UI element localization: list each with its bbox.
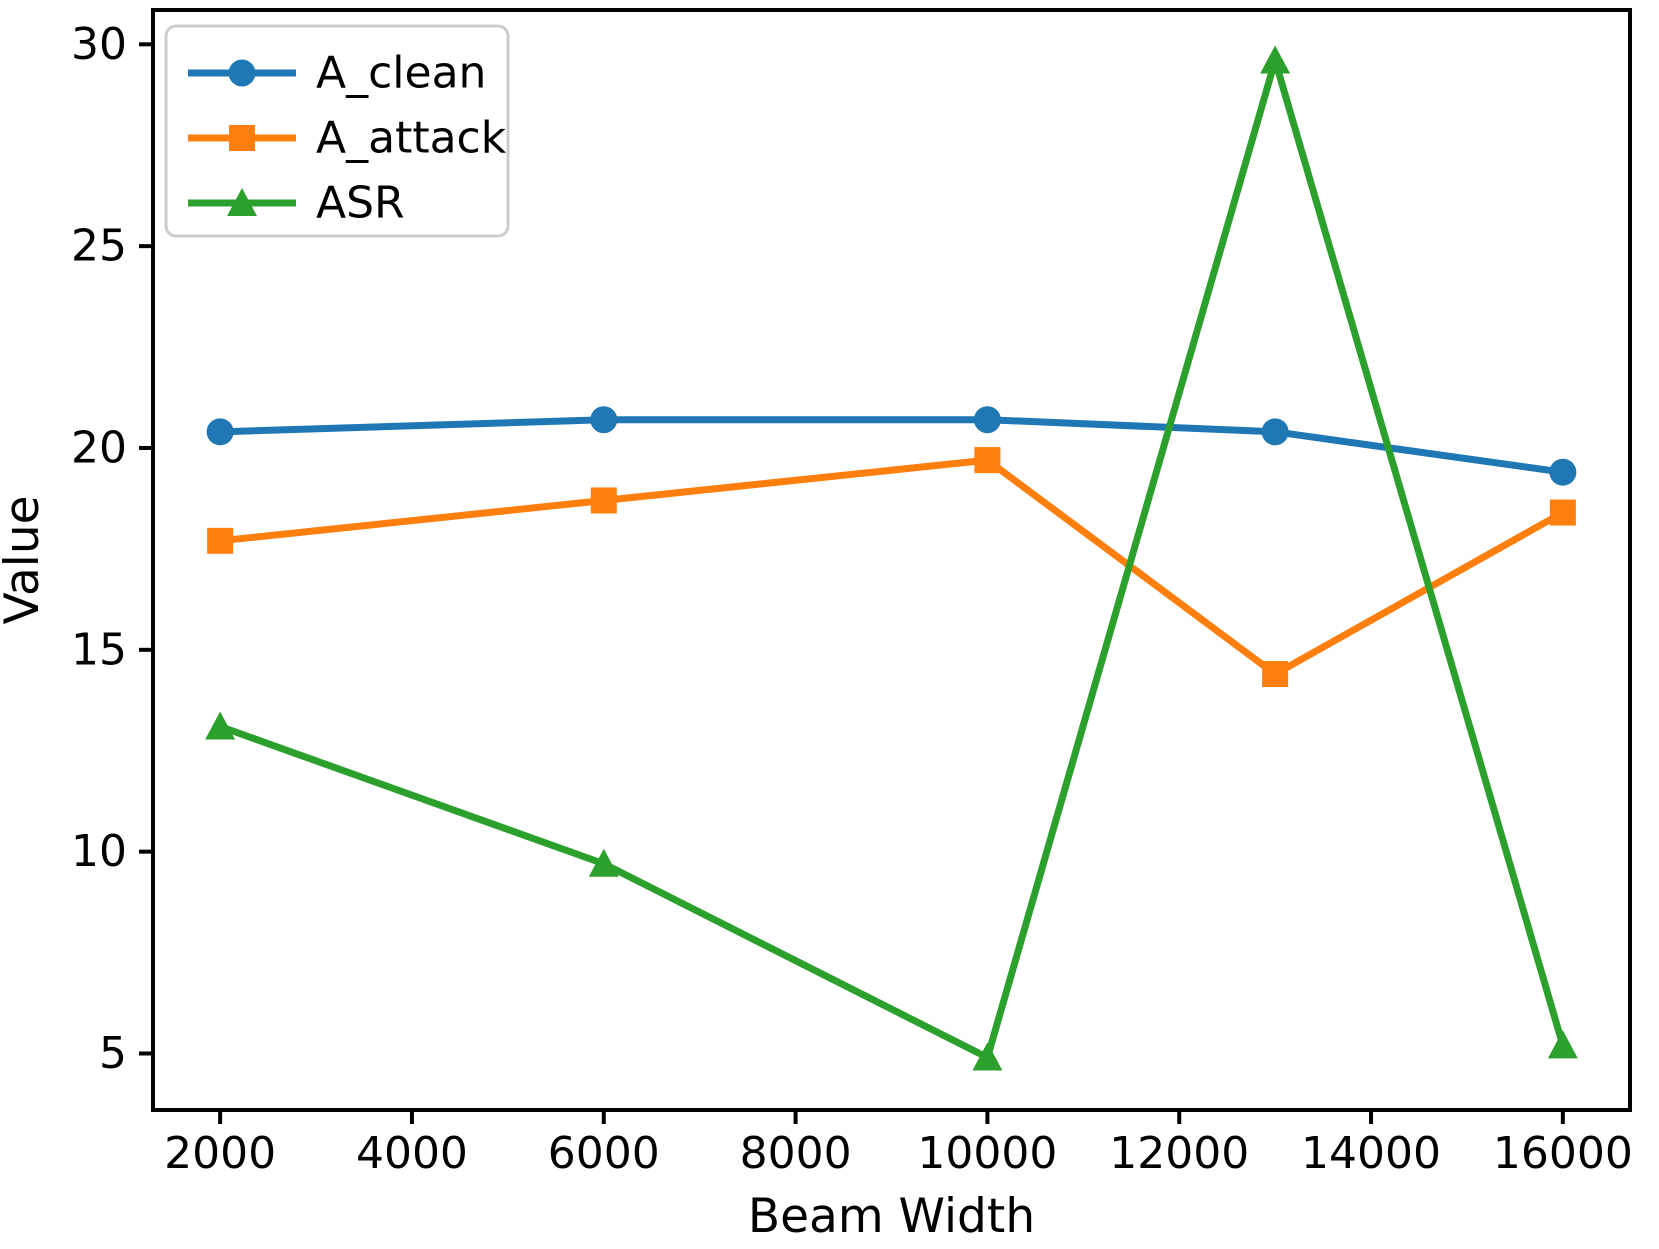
x-tick-label: 4000 [356,1128,468,1179]
x-tick-label: 16000 [1493,1128,1633,1179]
y-axis: 5 10 15 20 25 30 Value [0,19,153,1079]
legend-item: A_clean [188,48,486,99]
series-A_attack [207,447,1576,688]
x-tick-label: 12000 [1109,1128,1249,1179]
y-tick-label: 20 [71,422,127,473]
x-axis-title: Beam Width [748,1189,1035,1244]
y-tick-label: 15 [71,624,127,675]
series-A_clean [206,406,1577,486]
x-tick-label: 6000 [548,1128,660,1179]
series-ASR [205,45,1578,1071]
legend-item: ASR [188,178,405,229]
legend-label: A_clean [316,48,486,99]
y-axis-title: Value [0,495,50,624]
x-tick-label: 2000 [164,1128,276,1179]
x-axis: 2000 4000 6000 8000 10000 12000 14000 16000 Beam… [164,1110,1633,1244]
x-tick-label: 8000 [740,1128,852,1179]
y-tick-label: 25 [71,221,127,272]
legend-label: ASR [316,178,405,229]
x-tick-label: 10000 [917,1128,1057,1179]
plot-spines [151,8,1632,1112]
legend-item: A_attack [188,113,507,164]
y-tick-label: 10 [71,826,127,877]
legend: A_clean A_attack ASR [164,24,510,238]
y-tick-label: 5 [99,1028,127,1079]
x-tick-label: 14000 [1301,1128,1441,1179]
legend-label: A_attack [316,113,507,164]
y-tick-label: 30 [71,19,127,70]
